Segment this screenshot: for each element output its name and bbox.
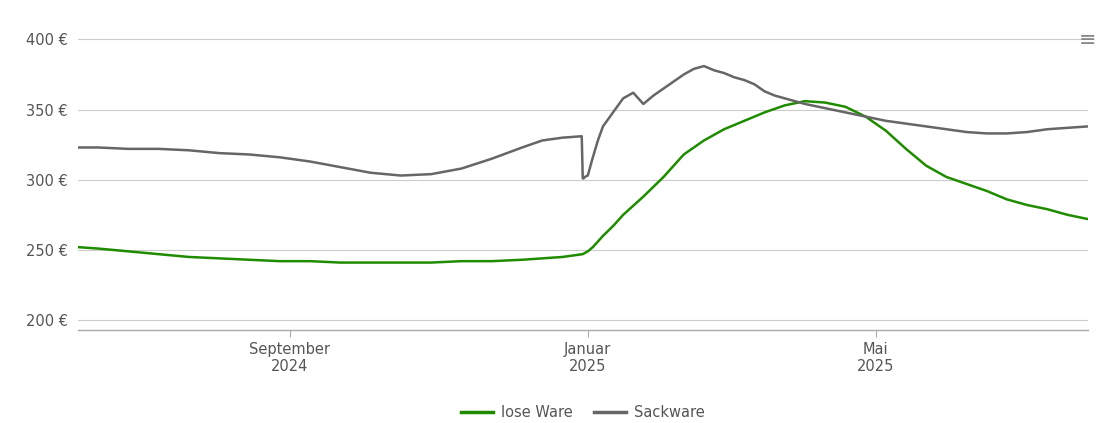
Text: ≡: ≡ — [1079, 30, 1097, 49]
Legend: lose Ware, Sackware: lose Ware, Sackware — [455, 399, 710, 423]
